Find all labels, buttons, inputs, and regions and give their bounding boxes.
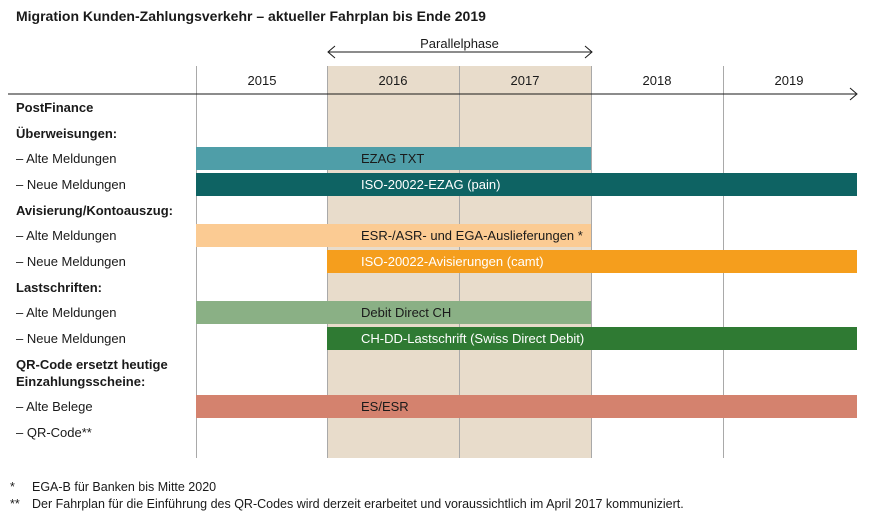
bar-label: Debit Direct CH <box>361 305 452 320</box>
row-label-einzahlungsscheine: Einzahlungsscheine: <box>16 374 146 389</box>
year-label: 2019 <box>774 73 804 88</box>
footnote-1: * EGA-B für Banken bis Mitte 2020 <box>10 480 216 494</box>
row-label-lastschriften: Lastschriften: <box>16 280 102 295</box>
bar-label: ISO-20022-EZAG (pain) <box>361 177 501 192</box>
row-label: – Alte Meldungen <box>16 151 117 166</box>
bar-label: ISO-20022-Avisierungen (camt) <box>361 254 544 269</box>
row-label: – Neue Meldungen <box>16 177 126 192</box>
bar-debit-direct-ch: Debit Direct CH <box>196 301 591 324</box>
row-label: – Neue Meldungen <box>16 331 126 346</box>
gridline <box>196 66 197 458</box>
bar-label: EZAG TXT <box>361 151 425 166</box>
year-label: 2017 <box>510 73 540 88</box>
bar-label: ES/ESR <box>361 399 409 414</box>
row-label: – Alte Meldungen <box>16 228 117 243</box>
row-label: – QR-Code** <box>16 425 92 440</box>
parallel-phase-label: Parallelphase <box>420 36 499 51</box>
timeline-axis <box>8 87 858 101</box>
row-label-qr-code: QR-Code ersetzt heutige <box>16 357 168 372</box>
row-label-ueberweisungen: Überweisungen: <box>16 126 118 141</box>
row-label: – Alte Belege <box>16 399 93 414</box>
parallel-phase-arrow <box>327 45 593 59</box>
footnote-text: Der Fahrplan für die Einführung des QR-C… <box>32 497 684 511</box>
bar-ezag-txt: EZAG TXT <box>196 147 591 170</box>
year-label: 2018 <box>642 73 672 88</box>
diagram-title: Migration Kunden-Zahlungsverkehr – aktue… <box>16 8 486 24</box>
bar-iso-20022-ezag: ISO-20022-EZAG (pain) <box>196 173 857 196</box>
row-label: – Neue Meldungen <box>16 254 126 269</box>
row-label: – Alte Meldungen <box>16 305 117 320</box>
row-label-postfinance: PostFinance <box>16 100 94 115</box>
bar-es-esr: ES/ESR <box>196 395 857 418</box>
footnote-marker: * <box>10 480 15 494</box>
year-label: 2015 <box>247 73 277 88</box>
year-label: 2016 <box>378 73 408 88</box>
footnote-text: EGA-B für Banken bis Mitte 2020 <box>32 480 217 494</box>
bar-iso-20022-avisierungen: ISO-20022-Avisierungen (camt) <box>327 250 857 273</box>
row-label-avisierung: Avisierung/Kontoauszug: <box>16 203 173 218</box>
bar-label: CH-DD-Lastschrift (Swiss Direct Debit) <box>361 331 585 346</box>
bar-esr-asr-ega: ESR-/ASR- und EGA-Auslieferungen * <box>196 224 591 247</box>
bar-ch-dd-lastschrift: CH-DD-Lastschrift (Swiss Direct Debit) <box>327 327 857 350</box>
bar-label: ESR-/ASR- und EGA-Auslieferungen * <box>361 228 583 243</box>
footnote-marker: ** <box>10 497 20 511</box>
footnote-2: ** Der Fahrplan für die Einführung des QR… <box>10 497 684 511</box>
